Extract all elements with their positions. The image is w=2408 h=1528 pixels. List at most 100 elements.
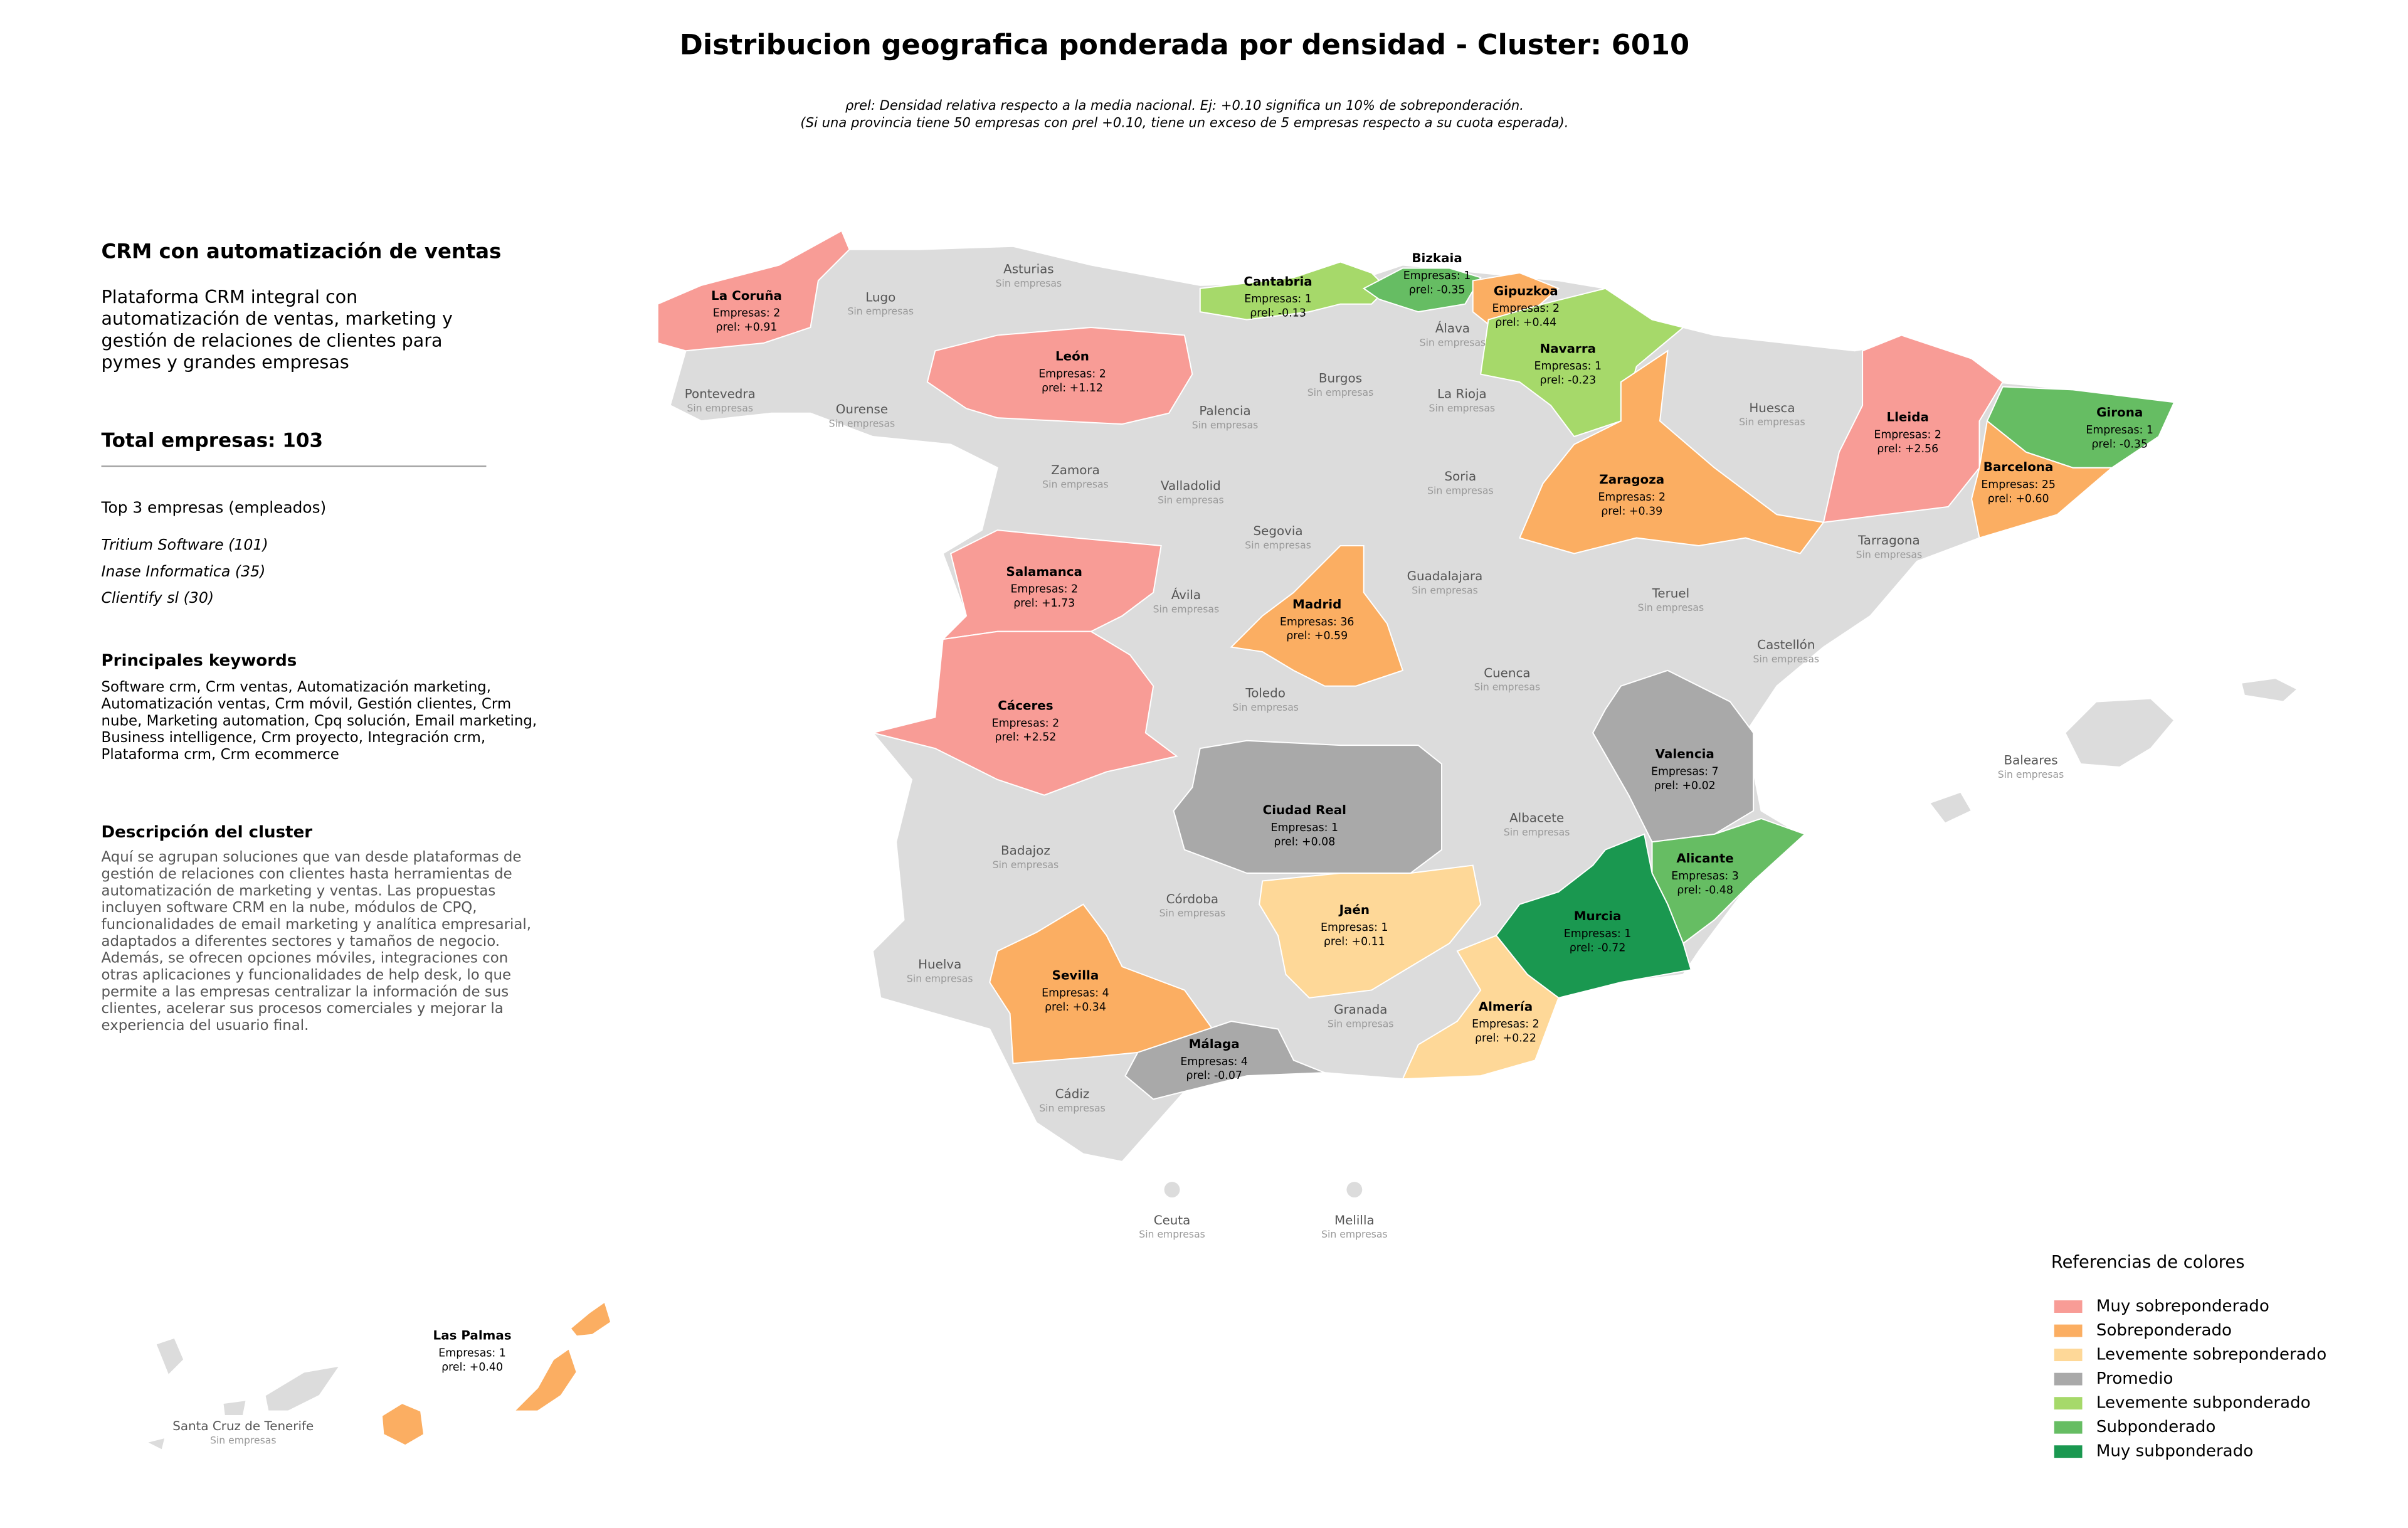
province-count: Sin empresas (1504, 826, 1570, 838)
province-name: Albacete (1509, 810, 1564, 825)
province-name: Cuenca (1484, 666, 1530, 680)
province-name: Barcelona (1983, 460, 2054, 474)
province-count: Sin empresas (1412, 585, 1478, 597)
province-rho: ρrel: +0.60 (1988, 492, 2049, 505)
province (512, 1347, 578, 1412)
province-name: Valladolid (1161, 479, 1221, 493)
province-rho: ρrel: +0.02 (1654, 780, 1716, 792)
legend-swatch (2054, 1397, 2083, 1410)
province-count: Sin empresas (1153, 603, 1220, 615)
province-count: Sin empresas (1427, 484, 1494, 496)
province-name: La Rioja (1437, 386, 1487, 401)
province-name: Santa Cruz de Tenerife (172, 1419, 314, 1433)
province-name: Álava (1435, 321, 1470, 336)
land (264, 1365, 341, 1412)
province-name: Tarragona (1857, 533, 1920, 548)
province-count: Sin empresas (1245, 539, 1311, 551)
panel-text: gestión de relaciones con clientes hasta… (102, 866, 512, 882)
province-rho: ρrel: -0.35 (1409, 284, 1465, 296)
province-count: Empresas: 2 (713, 307, 781, 320)
province-count: Empresas: 25 (1981, 479, 2056, 491)
province-name: Lugo (865, 290, 895, 304)
keywords-heading: Principales keywords (102, 651, 297, 670)
total: Total empresas: 103 (102, 429, 324, 452)
province-count: Sin empresas (1474, 681, 1541, 693)
panel-text: adaptados a diferentes sectores y tamaño… (102, 933, 500, 950)
province-count: Empresas: 2 (1492, 302, 1560, 315)
province-count: Sin empresas (1158, 494, 1224, 506)
province-rho: ρrel: -0.72 (1570, 942, 1626, 954)
province-count: Empresas: 2 (1472, 1018, 1539, 1031)
province-rho: ρrel: +0.59 (1286, 630, 1348, 642)
subtitle: ρrel: Densidad relativa respecto a la me… (845, 97, 1524, 113)
province-rho: ρrel: +1.73 (1013, 597, 1075, 610)
province-name: Guadalajara (1407, 569, 1483, 583)
province-count: Empresas: 1 (1244, 293, 1312, 305)
province (1822, 334, 2004, 523)
land (144, 1436, 166, 1451)
panel-text: Business intelligence, Crm proyecto, Int… (102, 730, 486, 746)
legend-swatch (2054, 1421, 2083, 1434)
province-count: Empresas: 4 (1042, 987, 1109, 999)
province-rho: ρrel: +0.22 (1475, 1032, 1536, 1044)
province-name: Melilla (1334, 1213, 1375, 1228)
legend-label: Levemente subponderado (2096, 1394, 2311, 1413)
province-count: Empresas: 4 (1180, 1056, 1248, 1068)
subtitle: (Si una provincia tiene 50 empresas con … (800, 114, 1568, 130)
legend-label: Sobreponderado (2096, 1321, 2232, 1340)
province-count: Empresas: 2 (1010, 583, 1078, 596)
province-name: Soria (1445, 469, 1477, 484)
province-name: Castellón (1757, 638, 1815, 652)
province-count: Sin empresas (993, 859, 1059, 871)
land (2064, 698, 2175, 768)
province-rho: ρrel: -0.23 (1540, 374, 1597, 387)
province-rho: ρrel: +0.39 (1601, 505, 1662, 517)
province-rho: ρrel: -0.35 (2091, 438, 2148, 450)
province-name: Lleida (1886, 410, 1928, 425)
province-count: Empresas: 1 (438, 1347, 506, 1360)
legend-title: Referencias de colores (2051, 1253, 2245, 1272)
province-name: Las Palmas (433, 1329, 512, 1343)
province-count: Sin empresas (1159, 907, 1226, 919)
province-count: Empresas: 1 (1271, 822, 1339, 834)
province (657, 230, 850, 352)
province-count: Empresas: 1 (1403, 270, 1471, 282)
province-count: Sin empresas (1753, 653, 1820, 665)
province-count: Empresas: 3 (1671, 870, 1739, 883)
province-count: Sin empresas (907, 973, 973, 985)
province-count: Empresas: 2 (992, 717, 1060, 730)
panel-title: CRM con automatización de ventas (102, 240, 502, 263)
province-name: Valencia (1656, 747, 1714, 761)
province-name: Asturias (1003, 262, 1054, 277)
legend-swatch (2054, 1445, 2083, 1458)
legend-label: Muy sobreponderado (2096, 1297, 2269, 1316)
province-name: Cádiz (1055, 1086, 1090, 1101)
province (1259, 864, 1482, 999)
legend: Referencias de colores Muy sobreponderad… (2051, 1253, 2326, 1461)
land (222, 1399, 247, 1417)
panel-text: experiencia del usuario final. (102, 1017, 309, 1034)
province-count: Empresas: 7 (1651, 765, 1719, 778)
province-name: Málaga (1189, 1037, 1240, 1051)
legend-swatch (2054, 1324, 2083, 1337)
land (1346, 1182, 1363, 1198)
province-rho: ρrel: +0.34 (1045, 1001, 1106, 1014)
province-name: Palencia (1199, 404, 1250, 418)
province-rho: ρrel: +0.11 (1324, 935, 1385, 948)
province-name: Navarra (1540, 341, 1596, 356)
province-rho: ρrel: +2.56 (1877, 443, 1938, 455)
province-name: Ourense (836, 402, 888, 416)
panel-text: Software crm, Crm ventas, Automatización… (102, 679, 491, 696)
panel-text: Tritium Software (101) (102, 536, 268, 553)
province-rho: ρrel: -0.48 (1677, 884, 1733, 896)
province-name: Zaragoza (1599, 472, 1664, 487)
panel-text: Automatización ventas, Crm móvil, Gestió… (102, 696, 512, 713)
province-count: Empresas: 1 (1534, 360, 1602, 373)
province (569, 1300, 612, 1337)
province-name: Huesca (1749, 401, 1795, 415)
province-count: Empresas: 2 (1874, 429, 1941, 442)
province (1402, 935, 1560, 1080)
province-count: Empresas: 2 (1598, 491, 1666, 504)
province-name: Ciudad Real (1263, 803, 1346, 817)
